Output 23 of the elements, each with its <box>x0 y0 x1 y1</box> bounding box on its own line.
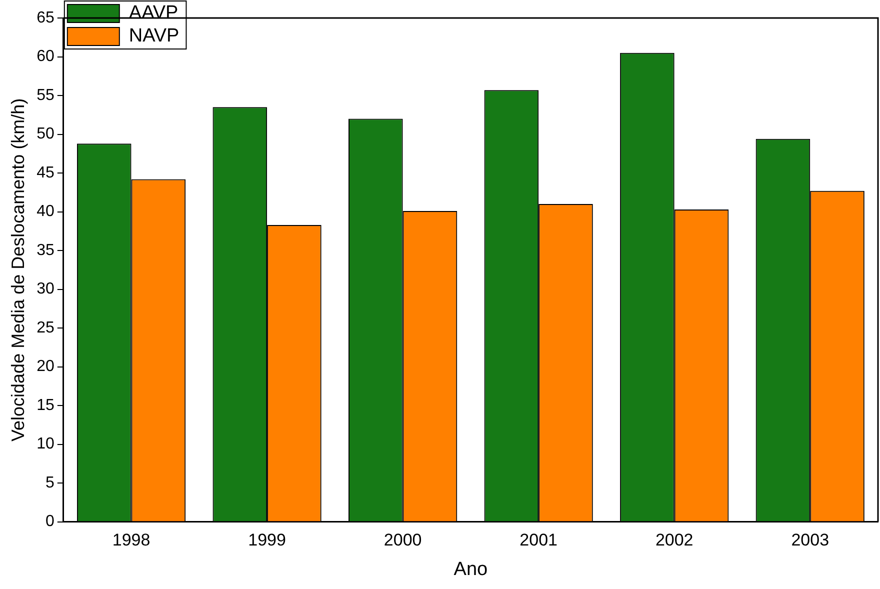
x-tick-label: 2002 <box>655 530 694 550</box>
y-tick-label: 5 <box>45 474 54 492</box>
y-tick-label: 30 <box>36 280 54 298</box>
y-tick-label: 45 <box>36 164 54 182</box>
y-tick-label: 60 <box>36 48 54 66</box>
y-tick-label: 15 <box>36 396 54 414</box>
y-tick-label: 25 <box>36 319 54 336</box>
x-tick-label: 1999 <box>248 530 286 550</box>
x-tick-label: 2000 <box>384 530 422 550</box>
y-tick-label: 65 <box>36 9 54 26</box>
y-tick-label: 10 <box>36 436 54 453</box>
y-tick-label: 20 <box>36 358 54 376</box>
y-tick-label: 0 <box>45 513 54 530</box>
x-axis-title: Ano <box>454 558 488 580</box>
x-tick-label: 2001 <box>520 530 558 550</box>
x-tick-label: 1998 <box>112 530 150 550</box>
y-tick-label: 35 <box>36 242 54 259</box>
legend-label: NAVP <box>128 26 180 47</box>
y-tick-label: 50 <box>36 126 54 143</box>
x-tick-label: 2003 <box>791 530 830 550</box>
y-tick-label: 40 <box>36 203 54 220</box>
y-tick-label: 55 <box>36 86 54 104</box>
y-axis-title: Velocidade Media de Deslocamento (km/h) <box>8 98 28 442</box>
